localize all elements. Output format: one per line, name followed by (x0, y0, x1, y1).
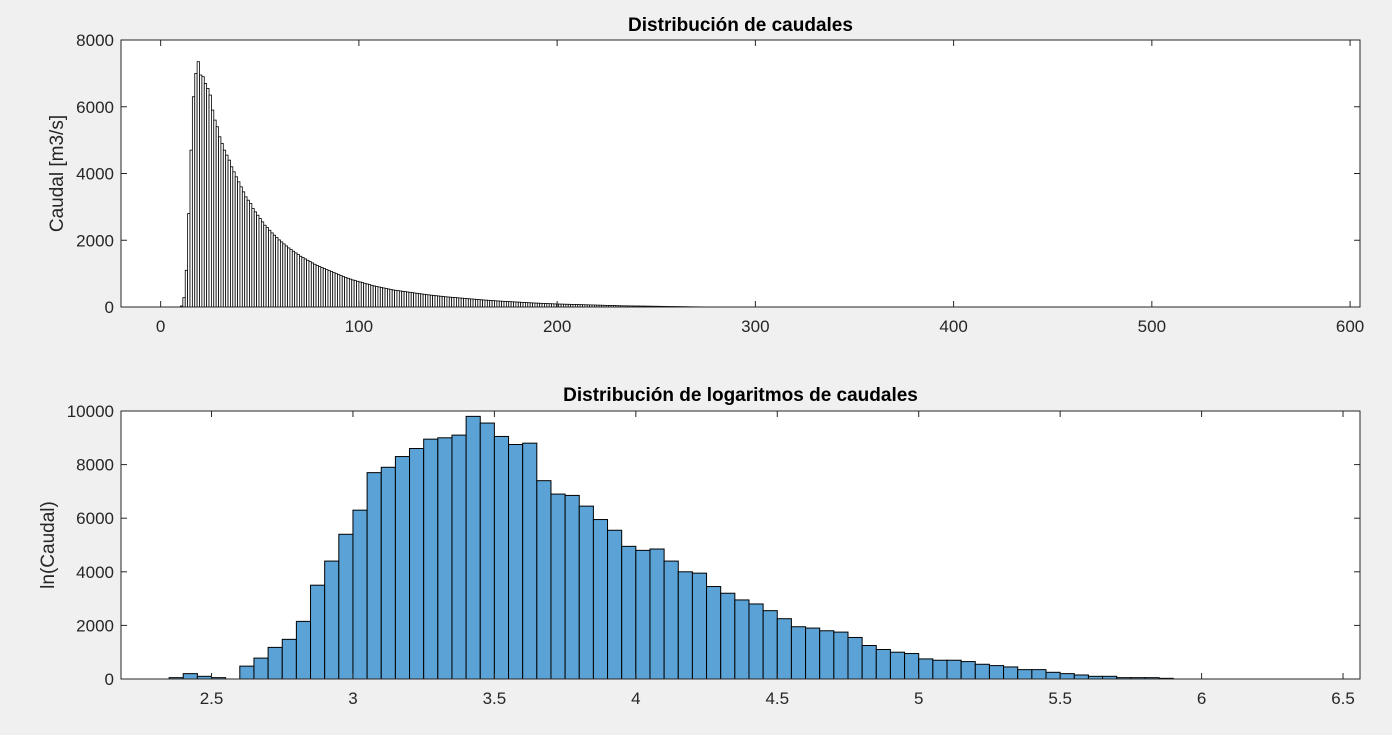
histogram-bar (819, 630, 835, 680)
histogram-bar (281, 638, 297, 680)
histogram-bar (493, 435, 510, 680)
histogram-bar (960, 661, 976, 680)
histogram-bar (267, 646, 283, 680)
histogram-bar (352, 509, 368, 680)
histogram-bar (1031, 669, 1047, 680)
y-tick-label: 0 (105, 670, 114, 689)
x-tick-label: 600 (1336, 317, 1364, 336)
histogram-bar (1073, 674, 1089, 680)
x-tick-label: 6 (1197, 689, 1206, 708)
histogram-bar (592, 519, 609, 680)
histogram-bar (1003, 666, 1019, 680)
histogram-bar (451, 434, 467, 680)
histogram-bar (904, 653, 920, 680)
x-tick-label: 5.5 (1048, 689, 1072, 708)
y-tick-label: 6000 (76, 509, 114, 528)
histogram-bar (564, 494, 580, 680)
ticks-bottom: 2.5 3 3.5 4 4.5 5 5.5 6 6.5 0 2000 4000 6000 8000 1000… (67, 402, 1360, 708)
histogram-bar (536, 480, 552, 680)
y-axis-label-top: Caudal [m3/s] (47, 115, 68, 232)
y-tick-label: 4000 (76, 165, 114, 184)
histogram-bar (338, 533, 354, 680)
histogram-bar (1045, 671, 1061, 680)
chart-title-top: Distribución de caudales (628, 15, 853, 36)
y-tick-label: 0 (105, 298, 114, 317)
histogram-bar (423, 438, 439, 680)
histogram-bar (310, 584, 326, 680)
axes-bottom: 2.5 3 3.5 4 4.5 5 5.5 6 6.5 0 2000 4000 6000 8000 1000… (38, 385, 1361, 708)
histogram-bar (833, 631, 849, 680)
y-tick-label: 8000 (76, 456, 114, 475)
y-tick-label: 2000 (76, 616, 114, 635)
histogram-bar (380, 466, 396, 680)
histogram-bar (409, 448, 425, 680)
x-tick-label: 100 (345, 317, 373, 336)
histogram-bar (239, 665, 255, 680)
chart-title-bottom: Distribución de logaritmos de caudales (563, 385, 918, 406)
histogram-bar (734, 599, 750, 680)
histogram-bar (366, 472, 382, 680)
histogram-bar (988, 665, 1005, 680)
y-tick-label: 4000 (76, 563, 114, 582)
y-tick-label: 6000 (76, 98, 114, 117)
histogram-bar (1017, 669, 1033, 680)
histogram-bar (861, 645, 877, 680)
y-tick-label: 8000 (76, 31, 114, 50)
histogram-bar (720, 592, 736, 680)
x-tick-label: 4 (631, 689, 640, 708)
histogram-bar (522, 442, 538, 680)
histogram-bar (918, 658, 934, 680)
histogram-bar (437, 437, 453, 680)
histogram-bar (932, 659, 948, 680)
histogram-bar (621, 545, 637, 680)
x-tick-label: 3 (348, 689, 357, 708)
histogram-bar (649, 548, 665, 680)
plot-area-top (121, 40, 1360, 307)
x-tick-label: 4.5 (765, 689, 789, 708)
histogram-bar (394, 456, 411, 680)
histogram-bar (607, 529, 623, 680)
histogram-bar (635, 549, 651, 680)
histogram-bar (578, 505, 594, 680)
histogram-bar (508, 444, 524, 680)
histogram-bar (324, 560, 340, 680)
histogram-bar (550, 493, 566, 680)
x-tick-label: 400 (939, 317, 967, 336)
histogram-bar (776, 618, 792, 680)
x-tick-label: 200 (543, 317, 571, 336)
histogram-bar (1059, 673, 1075, 680)
histogram-bar (663, 560, 679, 680)
histogram-bar (974, 663, 990, 680)
histogram-bar (691, 572, 708, 680)
y-tick-label: 10000 (67, 402, 114, 421)
histogram-bar (253, 657, 269, 680)
axes-frame-bottom (120, 410, 1361, 680)
histogram-bar (946, 659, 962, 680)
histogram-bar (182, 673, 198, 680)
x-tick-label: 300 (741, 317, 769, 336)
histogram-bar (465, 415, 481, 680)
histogram-bar (748, 603, 764, 680)
x-tick-label: 6.5 (1331, 689, 1355, 708)
histogram-bar (847, 636, 863, 680)
histogram-bar (706, 586, 722, 680)
histogram-bar (790, 626, 807, 680)
histogram-bar (295, 620, 312, 680)
histogram-bar (805, 627, 821, 680)
x-tick-label: 3.5 (483, 689, 507, 708)
y-axis-label-bottom: ln(Caudal) (38, 501, 59, 589)
histogram-bar (479, 422, 495, 680)
histogram-bar (762, 610, 778, 680)
y-tick-label: 2000 (76, 231, 114, 250)
x-tick-label: 2.5 (200, 689, 224, 708)
x-tick-label: 0 (156, 317, 165, 336)
x-tick-label: 5 (914, 689, 923, 708)
x-tick-label: 500 (1138, 317, 1166, 336)
histogram-bar (677, 571, 693, 680)
histogram-bar (875, 649, 891, 680)
histogram-bar (889, 651, 906, 680)
